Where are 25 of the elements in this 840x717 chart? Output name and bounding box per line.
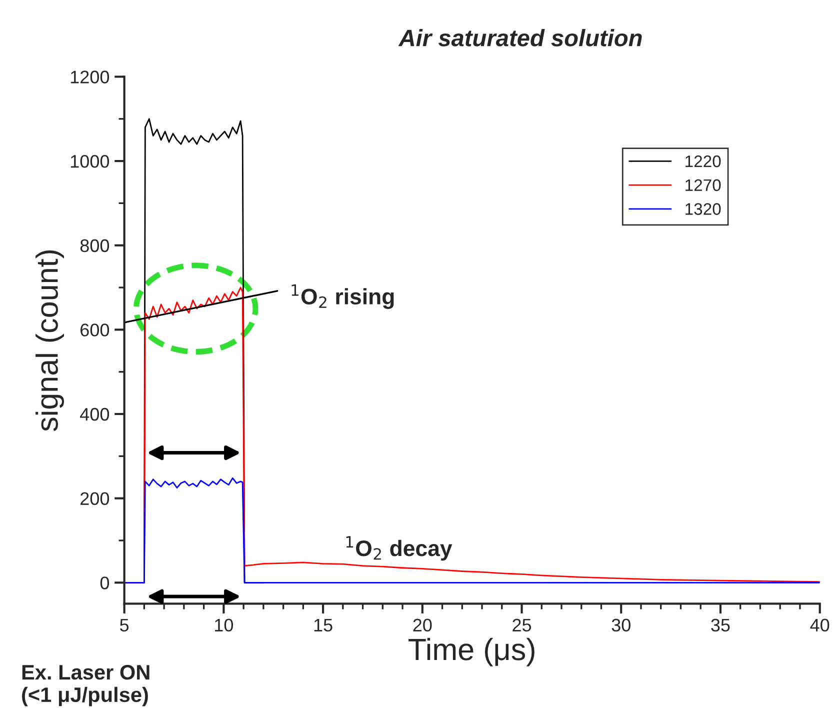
x-tick-label: 40 [810, 618, 830, 632]
x-tick-label: 35 [711, 618, 730, 632]
x-tick-label: 10 [215, 618, 234, 632]
y-tick-label: 800 [80, 239, 110, 252]
y-tick-label: 1200 [70, 70, 110, 84]
x-tick-label: 25 [512, 618, 532, 632]
x-axis-title: Time (μs) [408, 638, 534, 666]
y-tick-label: 1000 [70, 154, 110, 168]
annotation: $^{1}$O$_{2}$ rising [292, 284, 394, 309]
y-axis-title: signal (count) [36, 250, 64, 432]
x-tick-label: 5 [120, 618, 129, 632]
legend-label: 1270 [686, 179, 721, 192]
x-tick-label: 30 [612, 618, 630, 632]
y-tick-label: 400 [80, 408, 110, 421]
legend-label: 1320 [686, 203, 721, 215]
annotation: $^{1}$O$_{2}$ decay [346, 536, 452, 561]
y-tick-label: 0 [100, 576, 110, 590]
text: Ex. Laser ON (<1 μJ/pulse) [22, 664, 150, 706]
line-series [124, 477, 820, 584]
legend-label: 1220 [686, 155, 721, 168]
x-tick-label: 20 [413, 618, 432, 632]
y-tick-label: 600 [80, 324, 110, 336]
x-tick-label: 15 [314, 618, 332, 632]
y-tick-label: 200 [80, 492, 110, 506]
chart-title: Air saturated solution [398, 29, 642, 46]
